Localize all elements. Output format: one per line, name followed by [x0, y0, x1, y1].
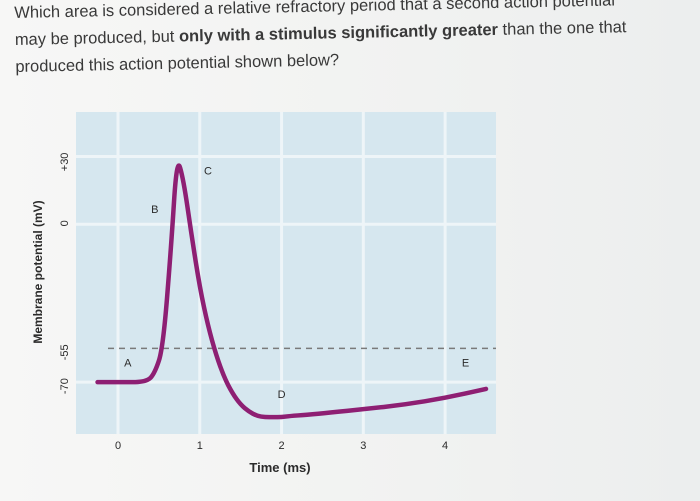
- x-tick-label: 1: [197, 440, 203, 452]
- y-tick-label: -55: [59, 344, 71, 360]
- x-tick-label: 3: [360, 440, 366, 452]
- x-tick-label: 0: [115, 440, 121, 452]
- y-tick-label: 0: [59, 220, 71, 226]
- x-tick-label: 2: [278, 440, 284, 452]
- region-label-c: C: [204, 166, 212, 178]
- x-tick-label: 4: [442, 440, 448, 452]
- region-label-a: A: [124, 357, 132, 369]
- question-text: Which area is considered a relative refr…: [14, 0, 686, 81]
- membrane-potential-trace: [95, 163, 489, 420]
- y-tick-label: +30: [59, 153, 71, 172]
- plot-area: [76, 112, 496, 434]
- question-line-2-start: may be produced, but: [14, 27, 180, 49]
- y-tick-label: -70: [59, 378, 71, 394]
- action-potential-chart: Membrane potential (mV) Time (ms) +30 0 -5…: [31, 112, 496, 475]
- region-label-e: E: [462, 357, 469, 369]
- question-emphasis: only with a stimulus significantly great…: [178, 20, 499, 46]
- region-label-b: B: [151, 204, 158, 216]
- action-potential-figure: Membrane potential (mV) Time (ms) +30 0 -5…: [28, 106, 508, 501]
- x-axis-label: Time (ms): [249, 460, 310, 475]
- region-label-d: D: [278, 389, 286, 401]
- question-line-2-end: than the one that: [497, 18, 627, 39]
- y-axis-label: Membrane potential (mV): [31, 200, 45, 343]
